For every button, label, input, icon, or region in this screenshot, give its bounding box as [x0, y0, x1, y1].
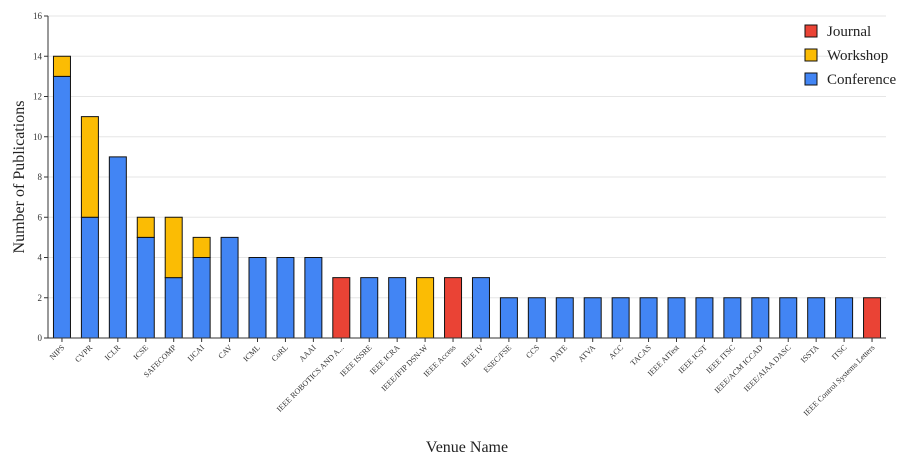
bar-conference[interactable] [807, 297, 826, 339]
bar-conference[interactable] [248, 257, 267, 339]
bar-conference[interactable] [276, 257, 295, 339]
bar-conference[interactable] [360, 277, 379, 339]
x-tick-label: ICML [241, 343, 262, 364]
bar-conference[interactable] [164, 277, 183, 339]
x-tick-label: ATVA [576, 343, 597, 364]
bar-journal[interactable] [332, 277, 351, 339]
bar-conference[interactable] [192, 257, 211, 339]
bar-workshop[interactable] [52, 55, 71, 77]
bar-conference[interactable] [779, 297, 798, 339]
x-tick-label: DATE [548, 343, 569, 364]
bar-conference[interactable] [639, 297, 658, 339]
bar-conference[interactable] [723, 297, 742, 339]
y-axis-title: Number of Publications [11, 101, 28, 254]
bar-conference[interactable] [527, 297, 546, 339]
bars [52, 55, 882, 339]
y-tick-label: 10 [33, 132, 43, 142]
bar-conference[interactable] [695, 297, 714, 339]
bar-conference[interactable] [667, 297, 686, 339]
y-ticks: 0 2 4 6 8 10 12 14 16 [33, 11, 48, 343]
x-tick-label: ESEC/FSE [482, 343, 514, 375]
bar-workshop[interactable] [80, 116, 99, 218]
y-tick-label: 6 [38, 212, 43, 222]
bar-conference[interactable] [80, 216, 99, 339]
bar-conference[interactable] [108, 156, 127, 339]
bar-conference[interactable] [751, 297, 770, 339]
x-tick-label: CAV [216, 343, 234, 361]
x-tick-label: ICLR [103, 343, 123, 363]
bar-conference[interactable] [471, 277, 490, 339]
bar-conference[interactable] [611, 297, 630, 339]
y-tick-label: 14 [33, 51, 43, 61]
legend-label-journal: Journal [827, 24, 871, 40]
y-tick-label: 4 [38, 253, 43, 263]
x-tick-label: IEEE/ACM ICCAD [713, 343, 765, 395]
legend[interactable]: Journal Workshop Conference [804, 24, 896, 88]
bar-conference[interactable] [52, 75, 71, 339]
x-axis-title: Venue Name [426, 439, 508, 456]
bar-journal[interactable] [444, 277, 463, 339]
grid-lines [48, 15, 886, 299]
y-tick-label: 2 [38, 293, 43, 303]
y-tick-label: 12 [33, 92, 42, 102]
x-tick-label: TACAS [629, 343, 653, 367]
x-tick-label: CoRL [270, 343, 290, 363]
bar-workshop[interactable] [192, 236, 211, 258]
x-tick-label: IEEE IV [459, 343, 485, 369]
bar-conference[interactable] [304, 257, 323, 339]
bar-conference[interactable] [136, 236, 155, 339]
x-tick-label: IEEE ICST [677, 343, 709, 375]
bar-conference[interactable] [220, 236, 239, 339]
x-tick-label: ICSE [132, 343, 151, 362]
y-tick-label: 0 [38, 333, 43, 343]
x-tick-label: NIPS [48, 343, 67, 362]
legend-label-conference: Conference [827, 72, 896, 88]
x-tick-label: ACC [607, 343, 625, 361]
x-tick-label: ITSC [830, 343, 849, 362]
legend-swatch-conference [804, 72, 818, 86]
bar-workshop[interactable] [136, 216, 155, 238]
x-tick-label: IJCAI [186, 343, 206, 363]
bar-workshop[interactable] [164, 216, 183, 279]
x-tick-label: CVPR [73, 343, 95, 365]
bar-journal[interactable] [863, 297, 882, 339]
bar-conference[interactable] [555, 297, 574, 339]
legend-label-workshop: Workshop [827, 48, 888, 64]
bar-conference[interactable] [388, 277, 407, 339]
y-tick-label: 16 [33, 11, 43, 21]
x-tick-label: CCS [524, 343, 541, 360]
legend-swatch-workshop [804, 48, 818, 62]
legend-swatch-journal [804, 24, 818, 38]
bar-conference[interactable] [499, 297, 518, 339]
x-tick-label: AAAI [297, 343, 318, 364]
y-tick-label: 8 [38, 172, 43, 182]
x-tick-label: ISSTA [799, 343, 821, 365]
bar-conference[interactable] [835, 297, 854, 339]
bar-conference[interactable] [583, 297, 602, 339]
bar-workshop[interactable] [416, 277, 435, 339]
